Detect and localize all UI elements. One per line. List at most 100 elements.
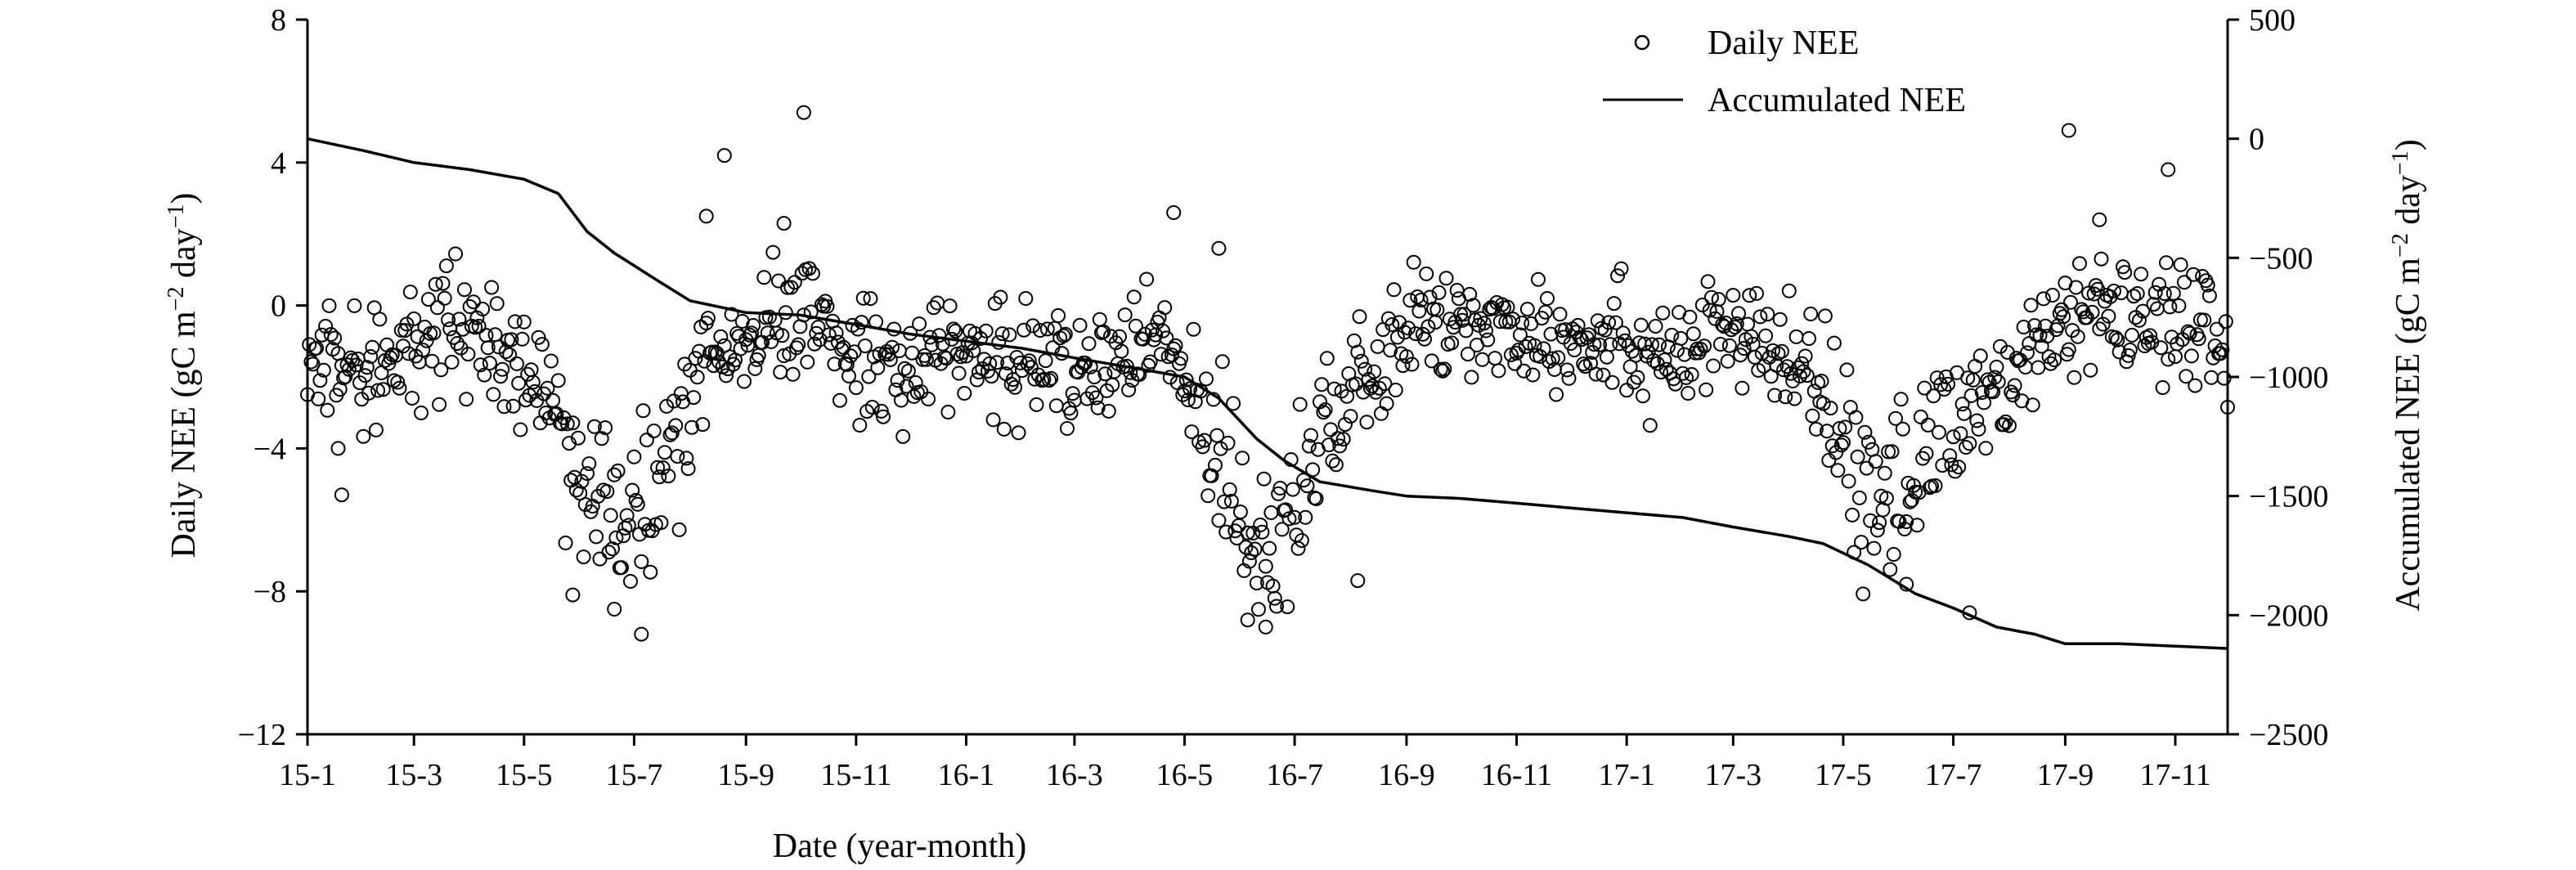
daily-nee-point [978,323,994,339]
daily-nee-point [1736,341,1752,356]
daily-nee-point [756,270,772,285]
daily-nee-point [1474,352,1490,367]
daily-nee-point [429,300,445,316]
daily-nee-point [1461,347,1475,362]
daily-nee-point [2061,123,2076,138]
daily-nee-point [1913,409,1928,424]
daily-nee-point [2161,162,2176,177]
daily-nee-point [392,380,407,396]
daily-nee-point [1781,283,1797,298]
daily-nee-point [428,276,443,292]
daily-nee-point [1223,493,1239,509]
daily-nee-point [931,328,947,343]
daily-nee-point [852,418,868,433]
daily-nee-point [419,333,434,348]
daily-nee-point [1444,335,1460,351]
x-tick-label: 17-3 [1705,758,1762,792]
daily-nee-point [2173,257,2188,272]
daily-nee-point [670,449,685,464]
daily-nee-point [489,296,505,312]
daily-nee-point [1888,410,1903,426]
daily-nee-point [359,360,375,375]
daily-nee-point [1915,451,1931,466]
daily-nee-point [372,312,388,327]
daily-nee-point [2149,301,2165,316]
daily-nee-point [897,361,913,376]
daily-nee-point [1592,337,1607,352]
daily-nee-point [864,400,880,415]
daily-nee-point [1374,406,1389,421]
daily-nee-point [1823,401,1838,416]
daily-nee-point [948,323,963,339]
daily-nee-point [1048,398,1064,414]
daily-nee-point [1367,364,1382,379]
daily-nee-point [520,366,536,382]
daily-nee-point [1081,336,1097,352]
daily-nee-point [1657,352,1672,368]
daily-nee-point [1331,431,1346,446]
daily-nee-point [1962,436,1977,451]
daily-nee-point [1088,390,1104,406]
x-tick-label: 16-7 [1266,758,1323,792]
daily-nee-point [1868,454,1883,469]
daily-nee-point [1712,337,1728,352]
daily-nee-point [1388,383,1403,397]
daily-nee-point [719,368,734,383]
daily-nee-point [352,375,367,391]
daily-nee-point [1794,356,1810,371]
daily-nee-point [1857,424,1873,440]
daily-nee-point [1301,438,1317,454]
daily-nee-point [653,515,669,531]
daily-nee-point [484,280,500,295]
daily-nee-point [543,353,559,369]
daily-nee-point [1549,387,1564,402]
x-tick-label: 15-11 [820,758,891,792]
daily-nee-point [1299,478,1315,494]
daily-nee-point [1002,327,1017,343]
daily-nee-point [899,379,914,394]
daily-nee-point [1604,374,1620,390]
daily-nee-point [1558,322,1573,338]
daily-nee-point [540,380,555,396]
daily-nee-point [457,282,472,298]
daily-nee-point [1290,540,1306,556]
daily-nee-point [1615,325,1631,341]
daily-nee-point [1319,351,1335,366]
daily-nee-point [402,285,418,300]
daily-nee-point [1410,289,1425,304]
daily-nee-point [1542,354,1557,370]
daily-nee-point [1910,518,1925,533]
daily-nee-point [1974,385,1990,400]
daily-nee-point [334,487,349,503]
daily-nee-point [1162,370,1178,385]
daily-nee-point [1854,535,1869,550]
daily-nee-point [1231,518,1246,533]
daily-nee-point [639,433,654,448]
daily-nee-point [684,419,699,435]
x-tick-label: 16-9 [1378,758,1435,792]
daily-nee-point [2200,277,2215,293]
daily-nee-point [1971,421,1986,437]
daily-nee-point [405,391,420,406]
daily-nee-point [1036,371,1052,387]
daily-nee-point [1959,440,1973,455]
daily-nee-point [1872,515,1887,531]
daily-nee-point [673,386,689,401]
daily-nee-point [1954,397,1970,412]
daily-nee-point [1166,205,1182,220]
daily-nee-point [2056,309,2071,325]
daily-nee-point [900,363,916,379]
daily-nee-point [1308,491,1324,506]
daily-nee-point [1174,351,1189,366]
daily-nee-point [1551,350,1566,365]
daily-nee-point [1195,439,1210,455]
y-left-tick-label: −4 [254,432,286,466]
daily-nee-point [1211,240,1227,256]
daily-nee-point [1531,271,1546,287]
daily-nee-point [1289,527,1304,543]
daily-nee-point [1032,323,1048,338]
daily-nee-point [450,336,465,351]
daily-nee-point [617,520,633,536]
daily-nee-point [1447,315,1463,330]
daily-nee-point [1805,408,1820,424]
